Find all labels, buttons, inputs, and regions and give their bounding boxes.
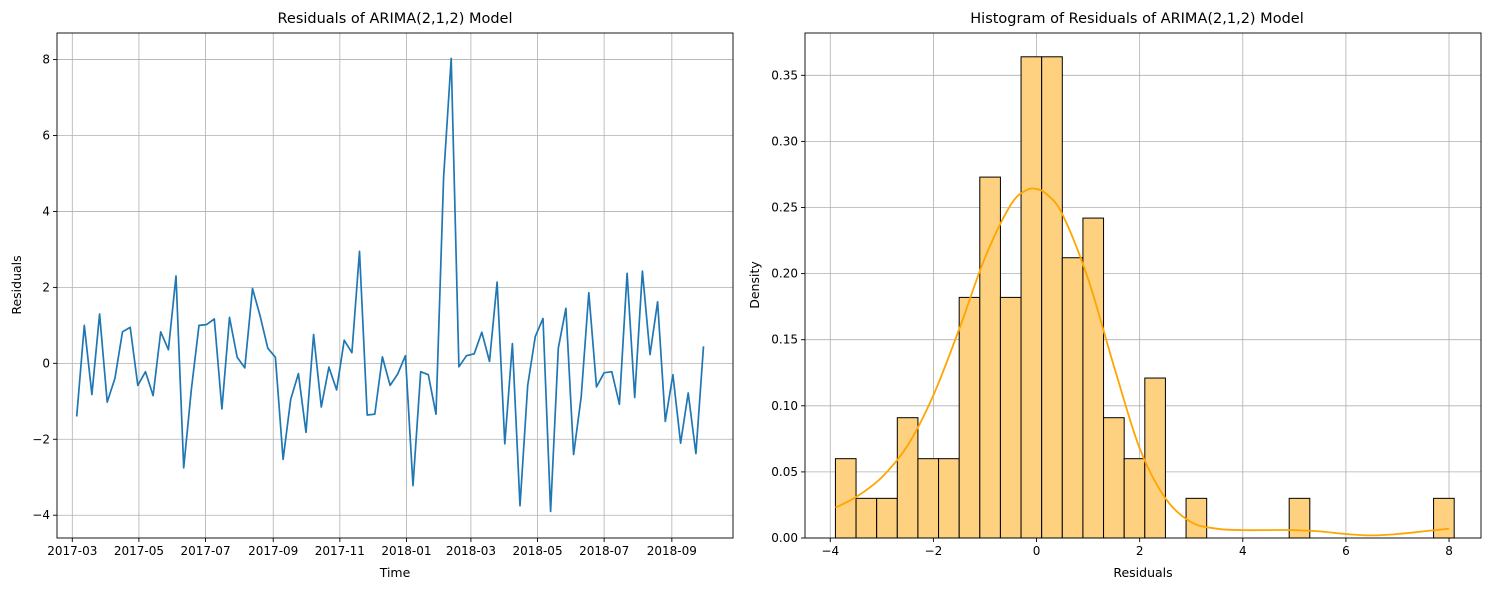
histogram-x-tick-label: 6	[1342, 544, 1350, 558]
histogram-y-tick-label: 0.25	[771, 201, 798, 215]
line-chart-x-tick-label: 2017-09	[248, 544, 298, 558]
line-chart-frame	[56, 32, 734, 539]
residuals-line-chart: Residuals of ARIMA(2,1,2) Model −4 −2 0 2 4 6…	[9, 11, 734, 580]
line-chart-x-tick-label: 2017-03	[47, 544, 97, 558]
histogram-bar	[1185, 497, 1208, 539]
line-chart-x-tick-label: 2018-03	[446, 544, 496, 558]
histogram-y-tick-label: 0.35	[771, 68, 798, 82]
line-chart-y-axis: −4 −2 0 2 4 6 8	[32, 53, 57, 522]
residuals-histogram-chart: Histogram of Residuals of ARIMA(2,1,2) M…	[747, 11, 1482, 580]
histogram-bar	[896, 417, 919, 539]
histogram-bar	[1061, 257, 1084, 539]
histogram-y-tick-label: 0.05	[771, 465, 798, 479]
histogram-y-tick-label: 0.20	[771, 267, 798, 281]
line-chart-title: Residuals of ARIMA(2,1,2) Model	[277, 11, 512, 27]
histogram-y-tick-label: 0.15	[771, 333, 798, 347]
line-chart-y-tick-label: 8	[42, 53, 50, 67]
line-chart-y-axis-label: Residuals	[9, 255, 24, 314]
residuals-series-line	[75, 57, 705, 513]
histogram-bar	[1433, 497, 1455, 539]
histogram-x-axis: −4 −2 0 2 4 6 8	[821, 538, 1453, 558]
histogram-frame	[804, 32, 1482, 539]
histogram-bar	[917, 458, 940, 539]
histogram-x-tick-label: −4	[821, 544, 839, 558]
histogram-y-axis-label: Density	[747, 261, 762, 309]
line-chart-gridlines	[57, 33, 733, 538]
line-chart-y-tick-label: 4	[42, 204, 50, 218]
line-chart-y-tick-label: 0	[42, 356, 50, 370]
histogram-y-tick-label: 0.10	[771, 399, 798, 413]
line-chart-y-tick-label: 2	[42, 280, 50, 294]
histogram-bar	[958, 296, 981, 539]
histogram-bar	[1123, 458, 1146, 539]
histogram-x-tick-label: 8	[1445, 544, 1453, 558]
histogram-x-tick-label: −2	[925, 544, 943, 558]
histogram-bar	[999, 296, 1022, 539]
histogram-bar	[876, 497, 898, 539]
histogram-y-tick-label: 0.00	[771, 531, 798, 545]
histogram-bar	[855, 497, 878, 539]
histogram-bar	[1082, 217, 1105, 539]
line-chart-y-tick-label: −4	[32, 508, 50, 522]
histogram-bar	[1041, 56, 1063, 539]
histogram-bar	[1020, 56, 1043, 539]
histogram-x-tick-label: 4	[1239, 544, 1247, 558]
histogram-x-axis-label: Residuals	[1113, 565, 1172, 580]
histogram-bar	[938, 458, 960, 539]
histogram-title: Histogram of Residuals of ARIMA(2,1,2) M…	[970, 11, 1303, 27]
line-chart-x-tick-label: 2018-09	[647, 544, 697, 558]
histogram-y-axis: 0.00 0.05 0.10 0.15 0.20 0.25 0.30 0.35	[771, 68, 805, 545]
histogram-x-tick-label: 2	[1136, 544, 1144, 558]
line-chart-y-tick-label: −2	[32, 432, 50, 446]
line-chart-x-tick-label: 2017-11	[315, 544, 365, 558]
histogram-x-tick-label: 0	[1033, 544, 1041, 558]
histogram-bar	[1144, 377, 1166, 539]
line-chart-x-tick-label: 2018-05	[512, 544, 562, 558]
line-chart-y-tick-label: 6	[42, 129, 50, 143]
histogram-bar	[1103, 417, 1125, 539]
histogram-kde-curve	[834, 187, 1450, 537]
line-chart-series	[75, 57, 705, 513]
line-chart-x-axis: 2017-03 2017-05 2017-07 2017-09 2017-11 2018-…	[47, 538, 697, 558]
kde-density-curve	[834, 187, 1450, 537]
line-chart-x-axis-label: Time	[379, 565, 411, 580]
histogram-bar	[1288, 497, 1311, 539]
line-chart-x-tick-label: 2018-07	[579, 544, 629, 558]
line-chart-x-tick-label: 2018-01	[381, 544, 431, 558]
line-chart-x-tick-label: 2017-05	[114, 544, 164, 558]
histogram-y-tick-label: 0.30	[771, 134, 798, 148]
histogram-bars	[834, 56, 1455, 539]
line-chart-x-tick-label: 2017-07	[180, 544, 230, 558]
